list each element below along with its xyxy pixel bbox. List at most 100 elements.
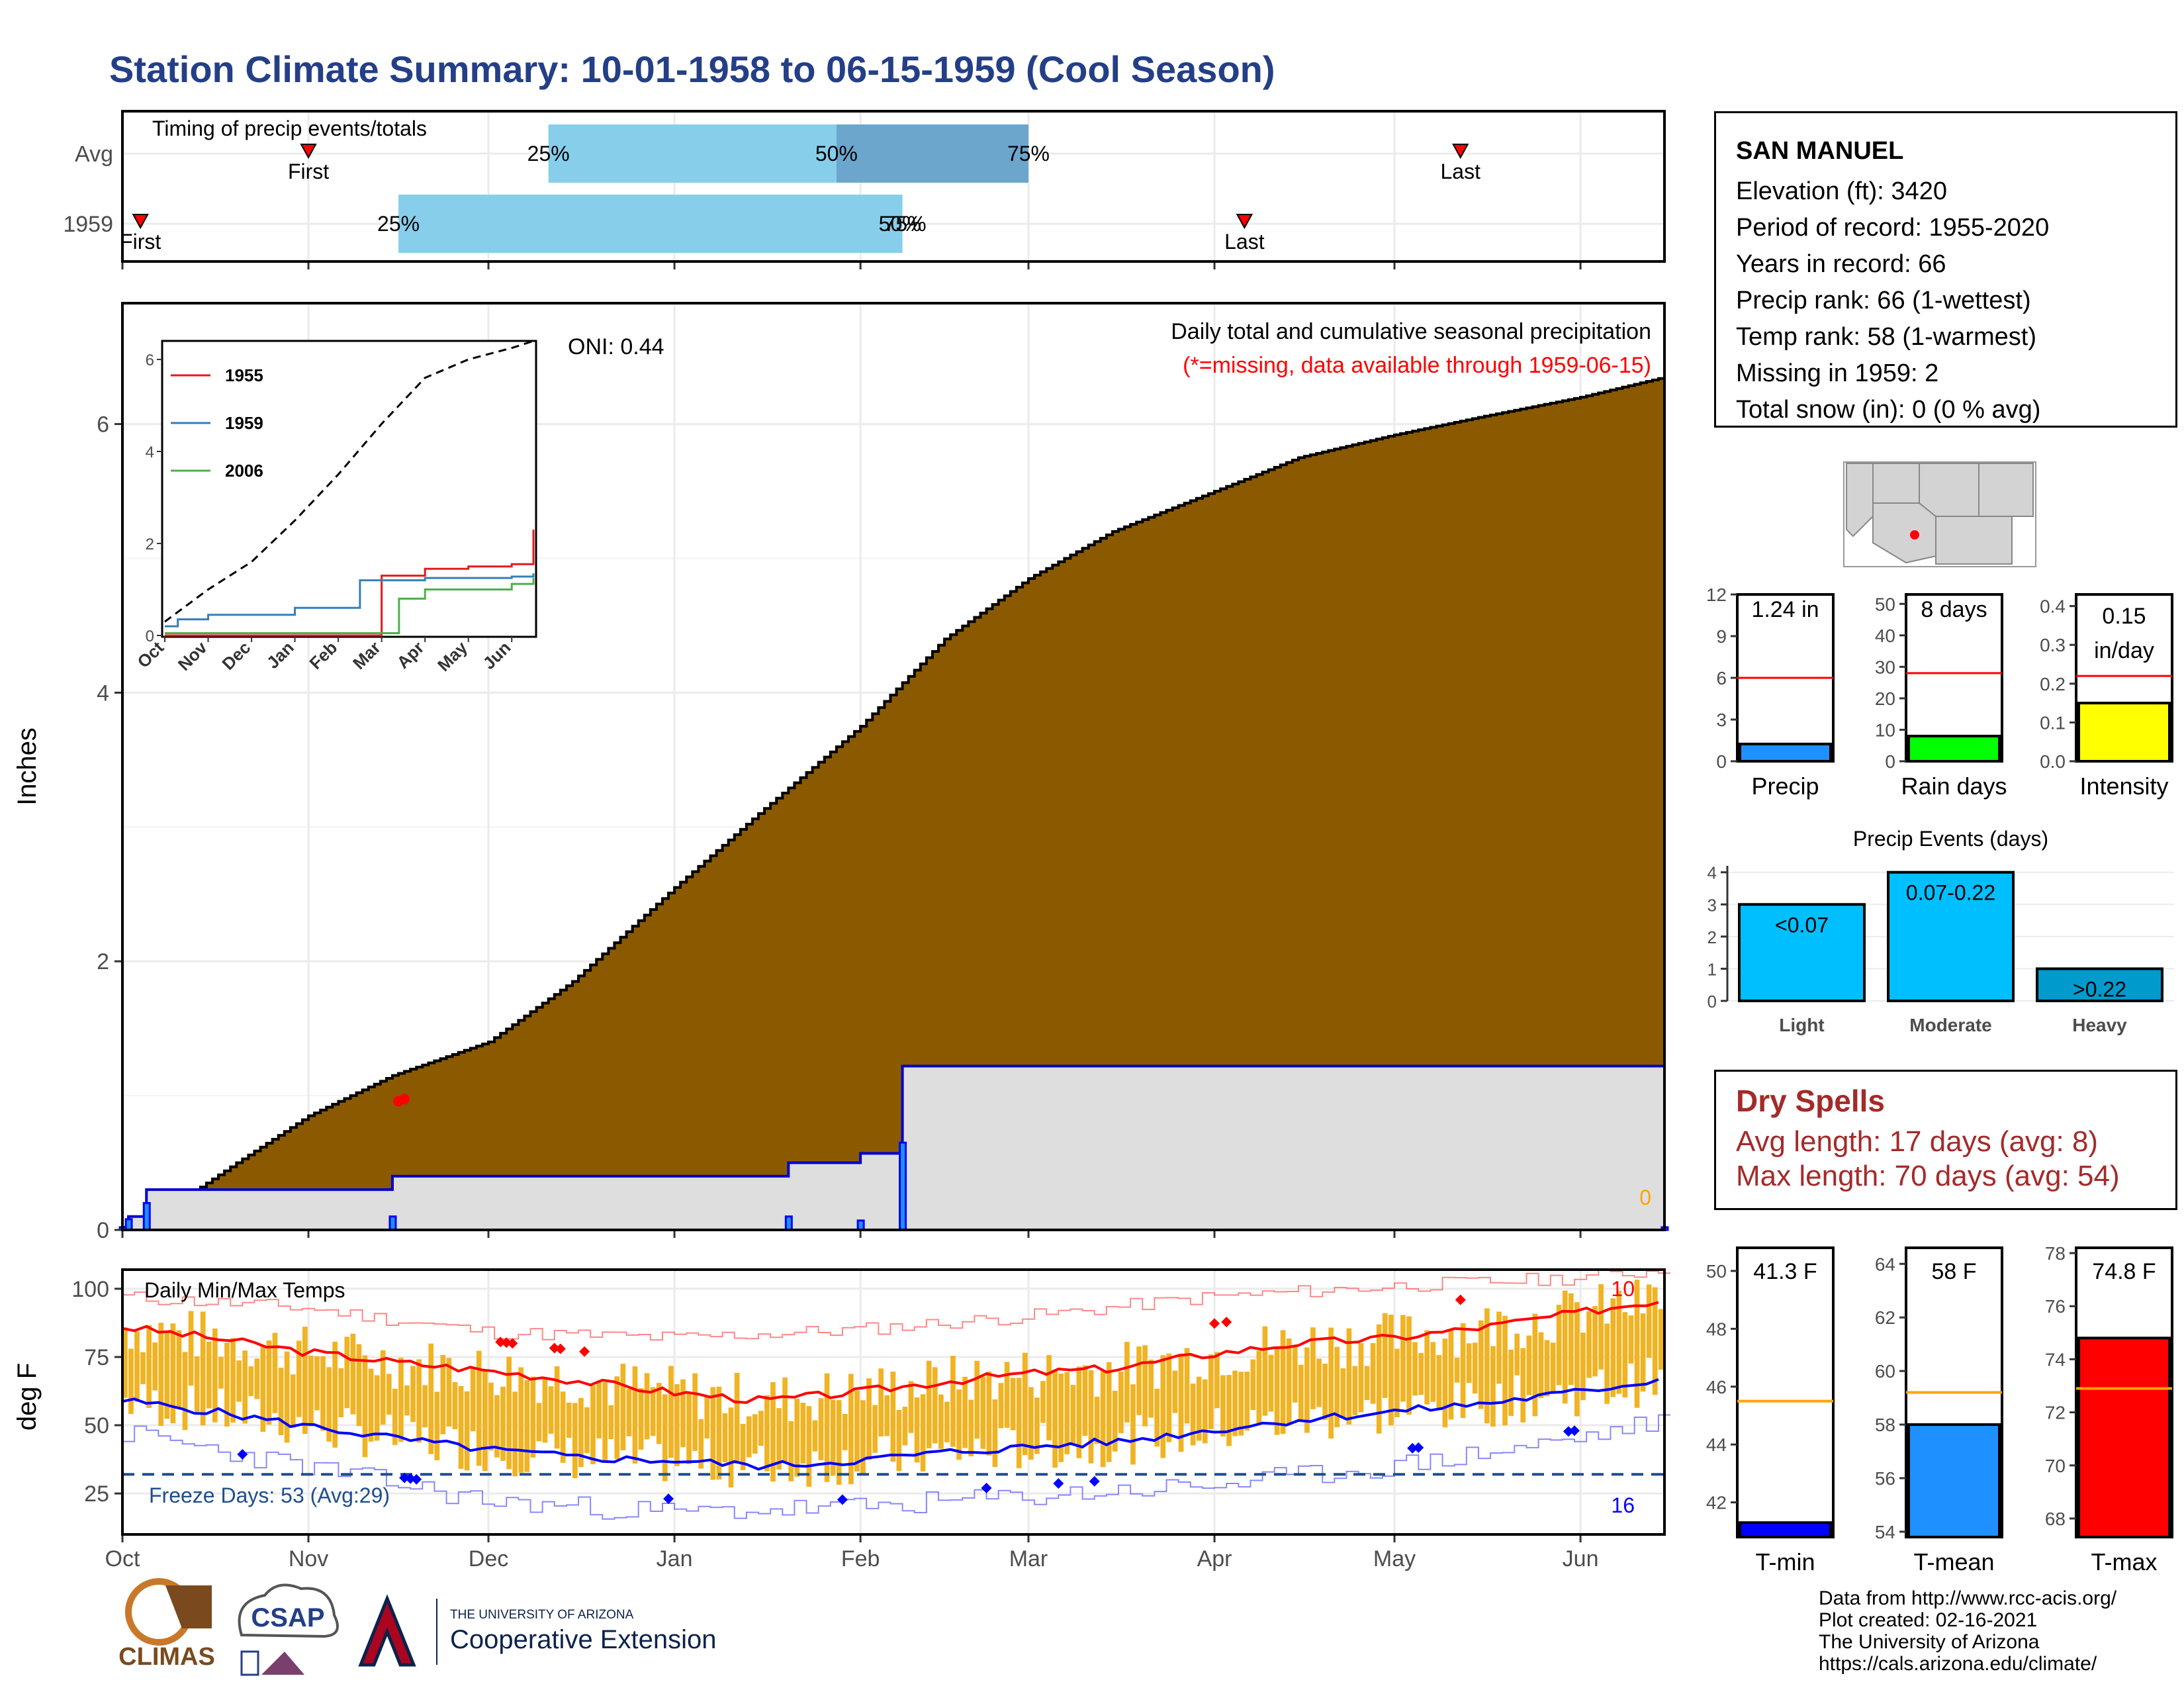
temps-daily-bar — [1544, 1340, 1550, 1397]
tsum-ytick-label: 60 — [1875, 1361, 1895, 1382]
map-state-california — [1846, 463, 1874, 538]
climas-logo-icon — [165, 1585, 212, 1628]
temps-daily-bar — [164, 1332, 170, 1419]
tsum-ytick-label: 72 — [2045, 1403, 2066, 1423]
precip-subtitle: (*=missing, data available through 1959-… — [1183, 353, 1651, 378]
credit-line: Plot created: 02-16-2021 — [1819, 1609, 2038, 1631]
temps-ytick-label: 50 — [84, 1413, 109, 1438]
temps-daily-bar — [278, 1368, 284, 1436]
inset-xtick-label: Oct — [133, 637, 167, 672]
temps-daily-bar — [344, 1336, 350, 1409]
temps-daily-bar — [464, 1391, 470, 1471]
tsum-category-label: T-min — [1756, 1548, 1815, 1575]
temps-daily-bar — [296, 1340, 302, 1417]
temps-daily-bar — [896, 1410, 902, 1472]
temps-daily-bar — [1106, 1362, 1112, 1462]
inset-xtick-label: Apr — [393, 637, 428, 673]
temps-daily-bar — [1022, 1352, 1028, 1456]
temps-daily-bar — [524, 1380, 530, 1472]
temps-daily-bar — [632, 1366, 638, 1464]
temps-daily-bar — [830, 1399, 836, 1476]
tsum-ytick-label: 44 — [1706, 1434, 1727, 1455]
tsum-bar — [1907, 1423, 2001, 1539]
station-line: Years in record: 66 — [1736, 250, 1946, 278]
temps-daily-bar — [944, 1401, 950, 1442]
temps-daily-bar — [1016, 1378, 1022, 1468]
temp-summary-charts: 42 44 46 48 50 41.3 F T-min 54 56 58 60 62 64 58 F T-m… — [1706, 1243, 2173, 1575]
temps-daily-bar — [866, 1378, 872, 1460]
temps-daily-bar — [380, 1350, 386, 1425]
temps-daily-bar — [1088, 1370, 1094, 1464]
events-ytick-label: 1 — [1707, 959, 1717, 979]
psum-value-label: 1.24 in — [1751, 597, 1819, 622]
temps-daily-bar — [680, 1379, 686, 1448]
temps-daily-bar — [188, 1311, 194, 1386]
temps-daily-bar — [1382, 1313, 1388, 1398]
temps-daily-bar — [338, 1368, 344, 1417]
temps-daily-bar — [998, 1383, 1004, 1429]
tsum-ytick-label: 50 — [1706, 1261, 1727, 1282]
psum-value-label: 8 days — [1921, 597, 1987, 622]
psum-ytick-label: 0.4 — [2040, 596, 2066, 617]
temps-daily-bar — [428, 1343, 434, 1454]
temps-daily-bar — [1058, 1374, 1064, 1462]
inset-legend-label: 1959 — [225, 413, 263, 433]
temps-daily-bar — [1280, 1330, 1286, 1434]
timing-p75-label: 75% — [1007, 142, 1050, 165]
temps-daily-bar — [1628, 1315, 1634, 1364]
temps-daily-bar — [1634, 1280, 1640, 1408]
tsum-ytick-label: 46 — [1706, 1377, 1727, 1397]
temps-daily-bar — [782, 1377, 788, 1462]
temps-daily-bar — [1046, 1355, 1052, 1440]
temps-daily-bar — [1370, 1343, 1376, 1404]
temps-daily-bar — [122, 1327, 128, 1398]
temps-daily-bar — [398, 1358, 404, 1442]
temps-daily-bar — [698, 1419, 704, 1469]
temps-daily-bar — [440, 1354, 446, 1434]
temps-freeze-label: Freeze Days: 53 (Avg:29) — [149, 1483, 390, 1507]
inset-series-line — [165, 578, 535, 635]
precip-summary-charts: 0 3 6 9 12 Precip 0 10 20 30 40 50 Rain days 0.0 0.1 0.… — [1706, 585, 2173, 800]
tsum-ytick-label: 76 — [2045, 1296, 2066, 1317]
ua-logo-small-text: THE UNIVERSITY OF ARIZONA — [450, 1608, 634, 1622]
temps-daily-bar — [1112, 1390, 1118, 1452]
psum-bar — [2077, 702, 2171, 763]
temps-daily-bar — [1172, 1370, 1178, 1413]
temps-daily-bar — [722, 1413, 728, 1463]
temps-daily-bar — [1010, 1378, 1016, 1430]
temps-daily-bar — [764, 1395, 770, 1472]
events-ytick-label: 0 — [1707, 992, 1717, 1011]
temps-daily-bar — [716, 1386, 722, 1480]
temps-daily-bar — [518, 1367, 524, 1473]
temps-daily-bar — [392, 1388, 398, 1445]
temps-daily-bar — [386, 1374, 392, 1415]
temps-daily-bar — [410, 1366, 416, 1423]
temps-daily-bar — [752, 1414, 758, 1454]
precip-ytick-label: 2 — [97, 949, 109, 974]
temps-daily-bar — [560, 1391, 566, 1463]
temps-daily-bar — [272, 1333, 278, 1413]
temps-daily-bar — [794, 1399, 800, 1477]
snow-value: 0 — [1639, 1186, 1651, 1209]
inset-series-line — [165, 530, 535, 637]
temps-daily-bar — [1292, 1346, 1298, 1403]
temps-daily-bar — [1214, 1352, 1220, 1409]
temps-daily-bar — [1184, 1348, 1190, 1424]
temps-daily-bar — [740, 1423, 746, 1470]
temps-daily-bar — [434, 1391, 440, 1460]
temps-daily-bar — [1340, 1368, 1346, 1419]
station-line: Missing in 1959: 2 — [1736, 359, 1939, 387]
dry-spells-title: Dry Spells — [1736, 1084, 1885, 1118]
temps-daily-bar — [1598, 1284, 1604, 1370]
temps-record-high-marker — [1221, 1317, 1232, 1328]
temps-daily-bar — [248, 1366, 254, 1397]
temps-daily-bar — [686, 1393, 692, 1464]
temps-daily-bar — [1082, 1365, 1088, 1436]
temps-daily-bar — [362, 1355, 368, 1458]
temps-daily-bar — [536, 1403, 542, 1442]
tsum-ytick-label: 74 — [2045, 1349, 2066, 1370]
events-category-label: Moderate — [1909, 1015, 1991, 1035]
map-state-utah — [1919, 463, 1979, 517]
temps-daily-bar — [1622, 1312, 1628, 1398]
